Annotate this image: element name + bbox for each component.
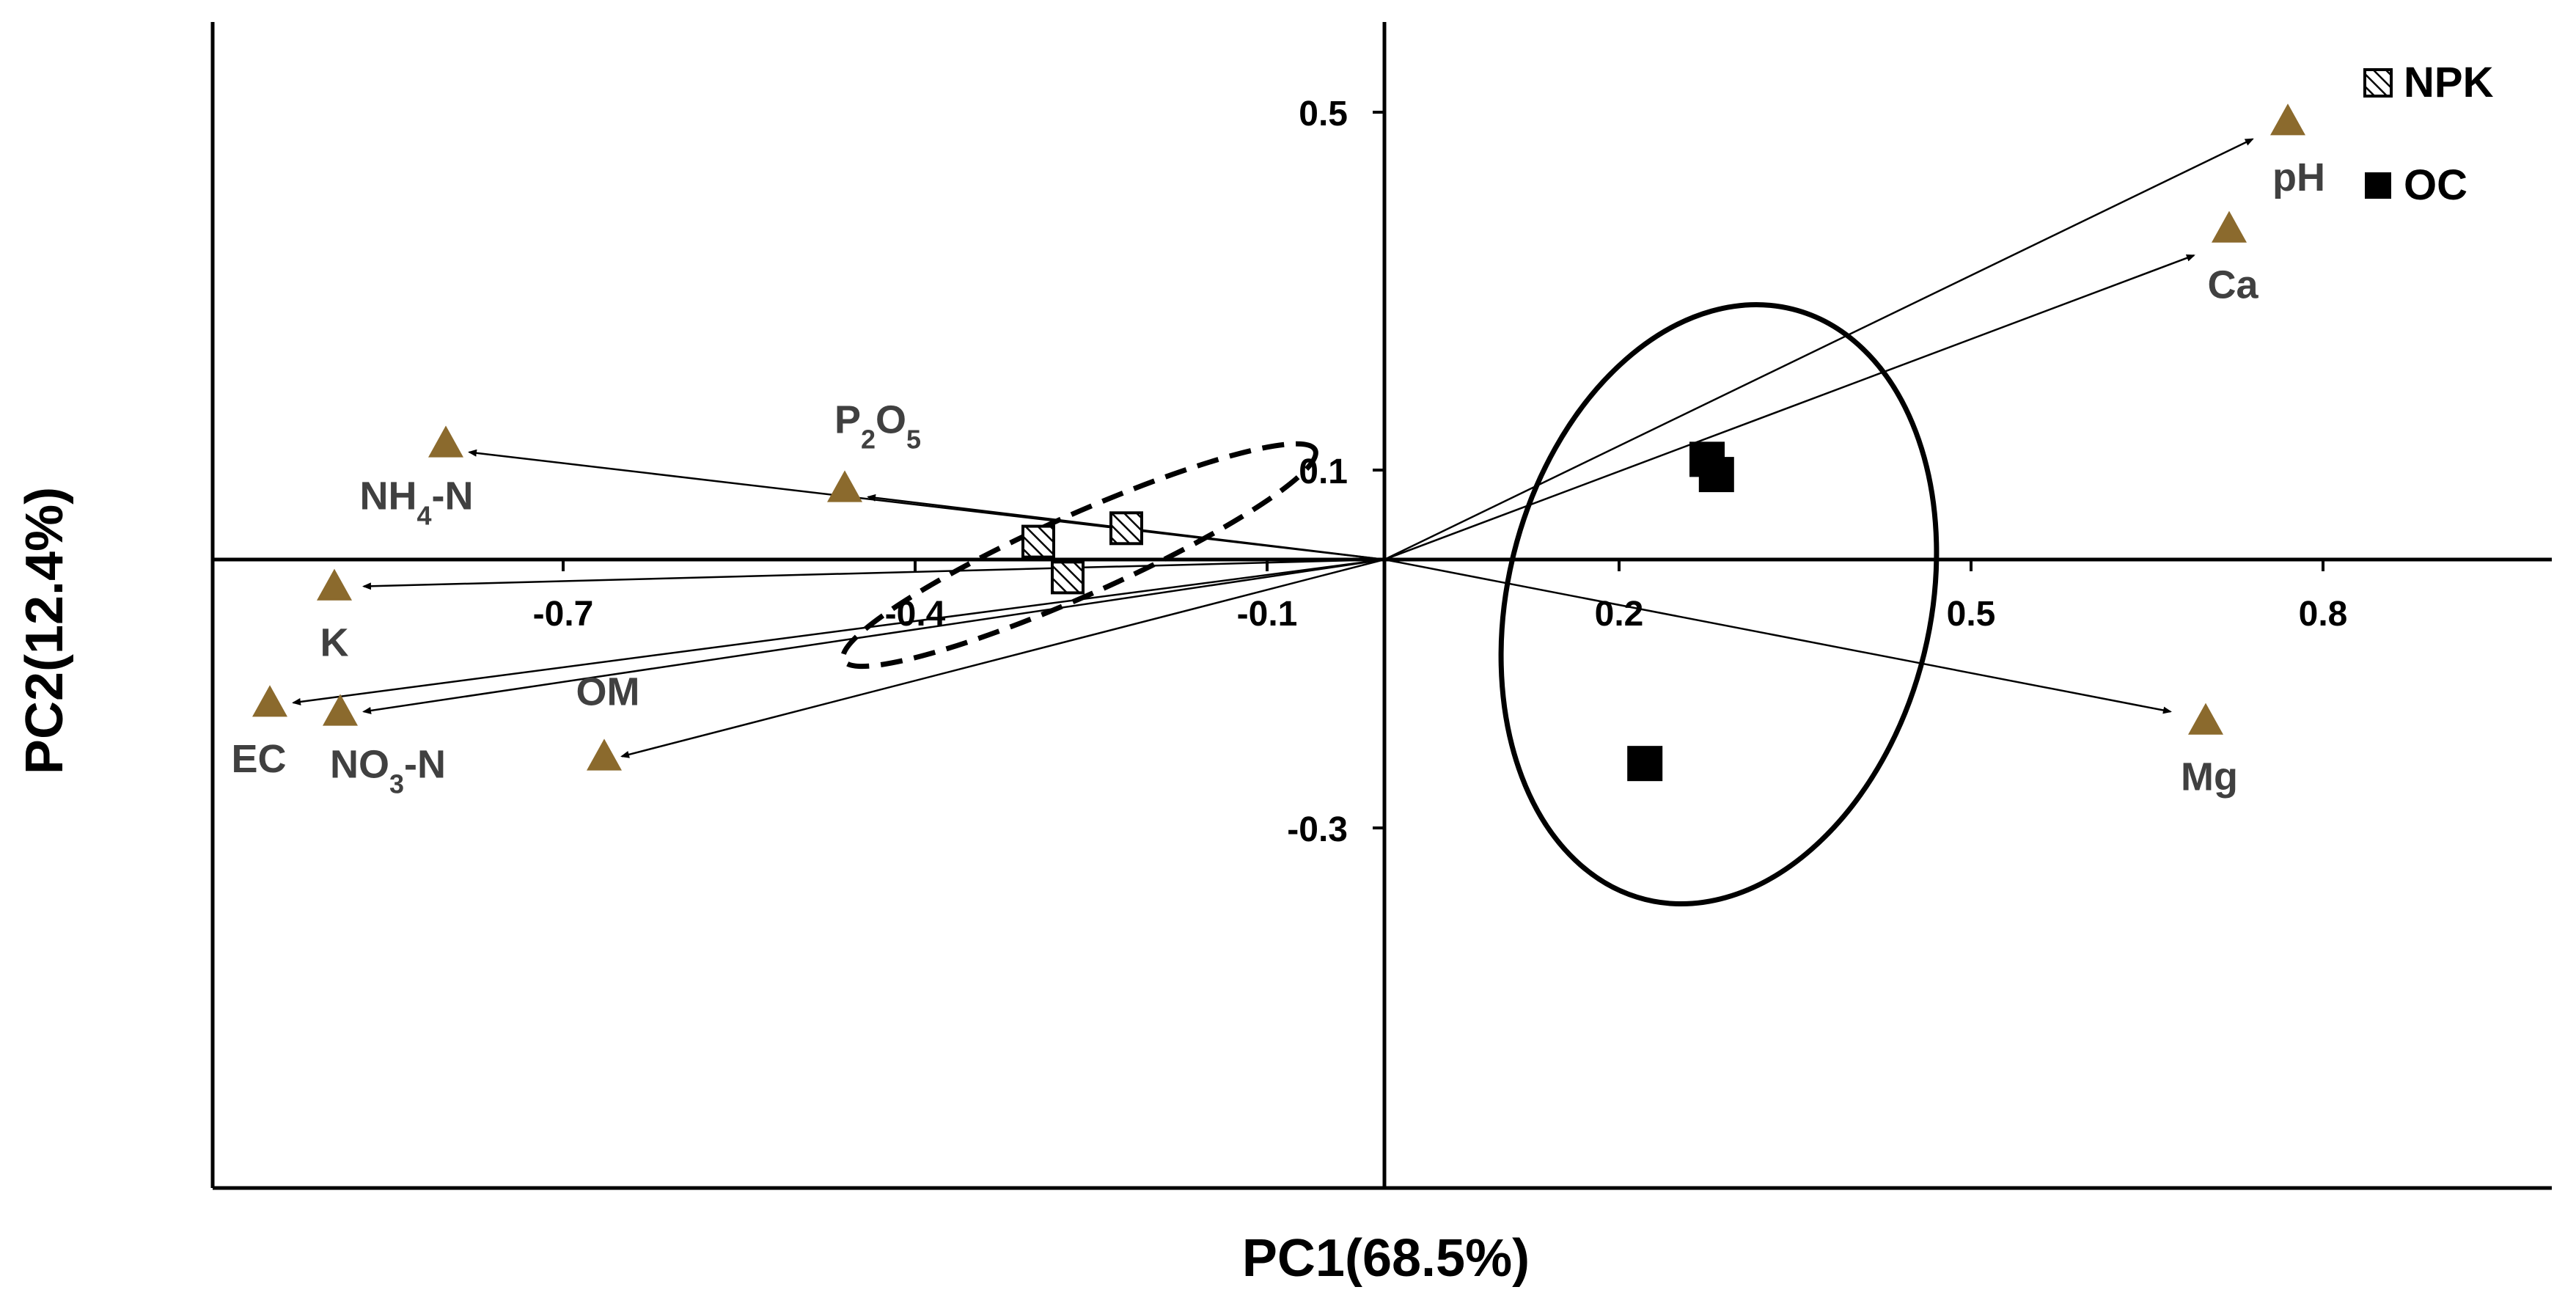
- variable-label-mg: Mg: [2181, 755, 2238, 799]
- variable-label-om: OM: [576, 670, 640, 714]
- arrow-ec: [292, 558, 1385, 705]
- x-tick-label: -0.7: [533, 595, 594, 634]
- variable-marker-ca: [2212, 210, 2247, 243]
- y-tick-label: -0.3: [1287, 810, 1348, 849]
- variable-label-p2o5: P2O5: [834, 397, 921, 454]
- arrow-no3-n: [362, 558, 1385, 714]
- legend-label-oc: OC: [2404, 161, 2467, 209]
- arrow-ph: [1384, 138, 2254, 561]
- sample-oc-6: [1627, 746, 1663, 782]
- x-tick-label: -0.1: [1237, 595, 1298, 634]
- ellipse-npk: [840, 441, 1318, 670]
- variable-label-ec: EC: [231, 737, 286, 781]
- variable-label-no3-n: NO3-N: [330, 742, 446, 799]
- legend-label-npk: NPK: [2404, 59, 2494, 106]
- variable-label-ca: Ca: [2207, 263, 2258, 307]
- legend: NPK OC: [2363, 59, 2494, 209]
- variable-label-ph: pH: [2272, 155, 2325, 199]
- legend-marker-npk: [2363, 68, 2393, 98]
- variable-marker-om: [587, 738, 622, 771]
- variable-marker-p2o5: [827, 470, 862, 502]
- sample-oc-5: [1698, 457, 1734, 493]
- variable-markers: pH Ca Mg NH4-N P2O5 K EC NO3-N OM: [231, 103, 2325, 799]
- variable-label-k: K: [320, 621, 349, 665]
- sample-markers: [1021, 441, 1734, 782]
- variable-label-nh4-n: NH4-N: [359, 474, 473, 530]
- variable-marker-ec: [252, 685, 287, 717]
- sample-npk-1: [1109, 511, 1143, 546]
- tick-labels: -0.7 -0.4 -0.1 0.2 0.5 0.8 0.5 0.1 -0.3: [533, 95, 2348, 849]
- ellipse-oc: [1498, 302, 1940, 906]
- y-tick-label: 0.5: [1299, 95, 1348, 133]
- variable-marker-k: [317, 568, 352, 601]
- variable-marker-ph: [2270, 103, 2305, 136]
- variable-marker-no3-n: [323, 694, 358, 726]
- arrow-om: [620, 558, 1385, 758]
- variable-marker-nh4-n: [428, 425, 463, 458]
- y-axis-title: PC2(12.4%): [15, 487, 74, 774]
- variable-marker-mg: [2188, 703, 2223, 735]
- arrow-ca: [1384, 254, 2195, 561]
- arrow-mg: [1384, 558, 2172, 714]
- x-tick-label: -0.4: [885, 595, 946, 634]
- sample-npk-2: [1021, 524, 1055, 559]
- legend-marker-oc: [2365, 172, 2391, 199]
- x-axis-title: PC1(68.5%): [1242, 1229, 1530, 1288]
- x-tick-label: 0.8: [2299, 595, 2348, 634]
- plot-frame: [210, 22, 2552, 1190]
- x-tick-label: 0.2: [1595, 595, 1644, 634]
- x-tick-label: 0.5: [1947, 595, 1996, 634]
- group-ellipses: [840, 302, 1940, 906]
- arrow-k: [362, 558, 1385, 590]
- y-tick-label: 0.1: [1299, 452, 1348, 491]
- sample-npk-3: [1051, 560, 1085, 595]
